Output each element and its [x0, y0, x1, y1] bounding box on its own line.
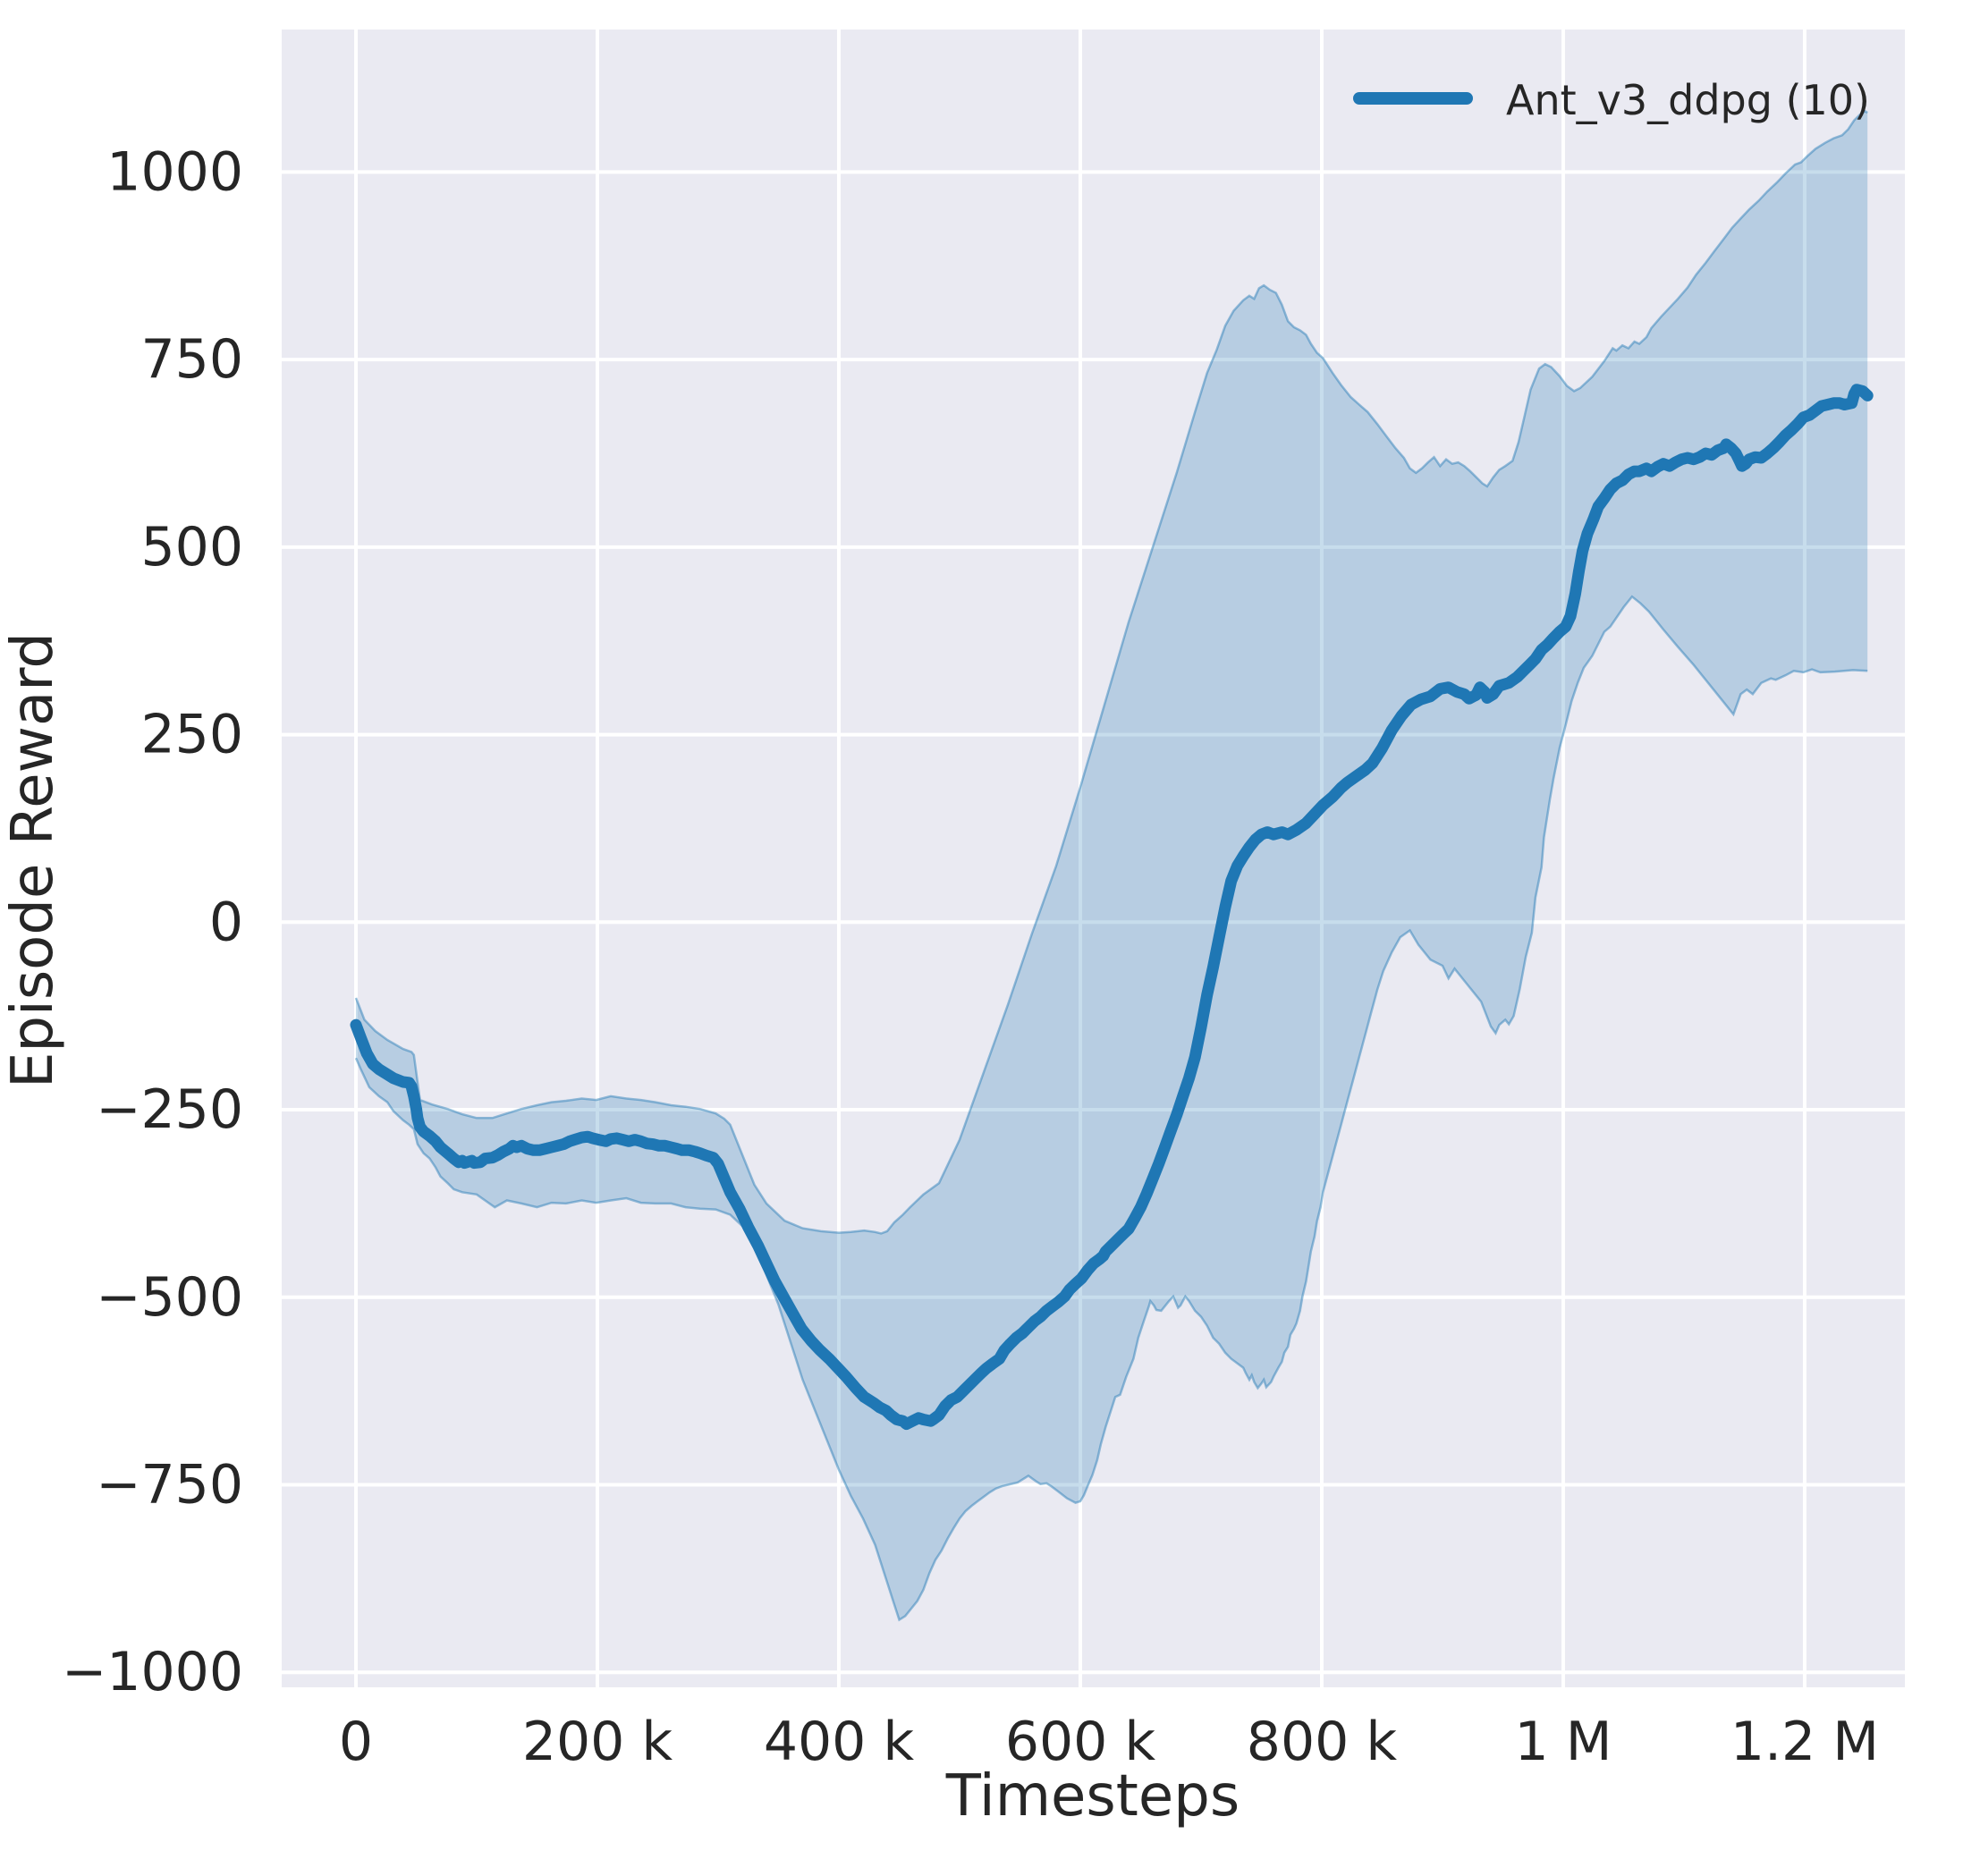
y-axis-label: Episode Reward [0, 632, 66, 1088]
mean-line [350, 384, 1874, 1430]
legend: Ant_v3_ddpg (10) [1353, 76, 1870, 124]
y-tick-label: −750 [96, 1453, 243, 1516]
x-tick-labels: 0 200 k 400 k 600 k 800 k 1 M 1.2 M [339, 1711, 1879, 1773]
x-tick-label: 400 k [764, 1711, 915, 1773]
legend-label: Ant_v3_ddpg (10) [1506, 76, 1870, 124]
x-tick-label: 1.2 M [1730, 1711, 1879, 1773]
grid-lines [282, 30, 1905, 1687]
y-tick-labels: 1000 750 500 250 0 −250 −500 −750 −1000 [62, 140, 243, 1703]
y-tick-label: −250 [96, 1078, 243, 1141]
y-tick-label: 750 [140, 328, 243, 391]
x-tick-label: 0 [339, 1711, 373, 1773]
y-tick-label: 500 [140, 516, 243, 579]
confidence-band-upper-edge [354, 109, 1868, 1235]
y-tick-label: 1000 [106, 140, 243, 203]
x-axis-label: Timesteps [945, 1763, 1240, 1830]
y-tick-label: 250 [140, 704, 243, 766]
y-tick-label: −1000 [62, 1641, 243, 1703]
x-tick-label: 200 k [522, 1711, 673, 1773]
plot-background [282, 30, 1905, 1687]
x-tick-label: 800 k [1247, 1711, 1398, 1773]
confidence-band-lower-edge [354, 595, 1868, 1622]
x-tick-label: 1 M [1514, 1711, 1612, 1773]
x-tick-label: 600 k [1005, 1711, 1156, 1773]
confidence-band [356, 111, 1868, 1620]
y-tick-label: −500 [96, 1266, 243, 1329]
y-tick-label: 0 [209, 891, 243, 953]
